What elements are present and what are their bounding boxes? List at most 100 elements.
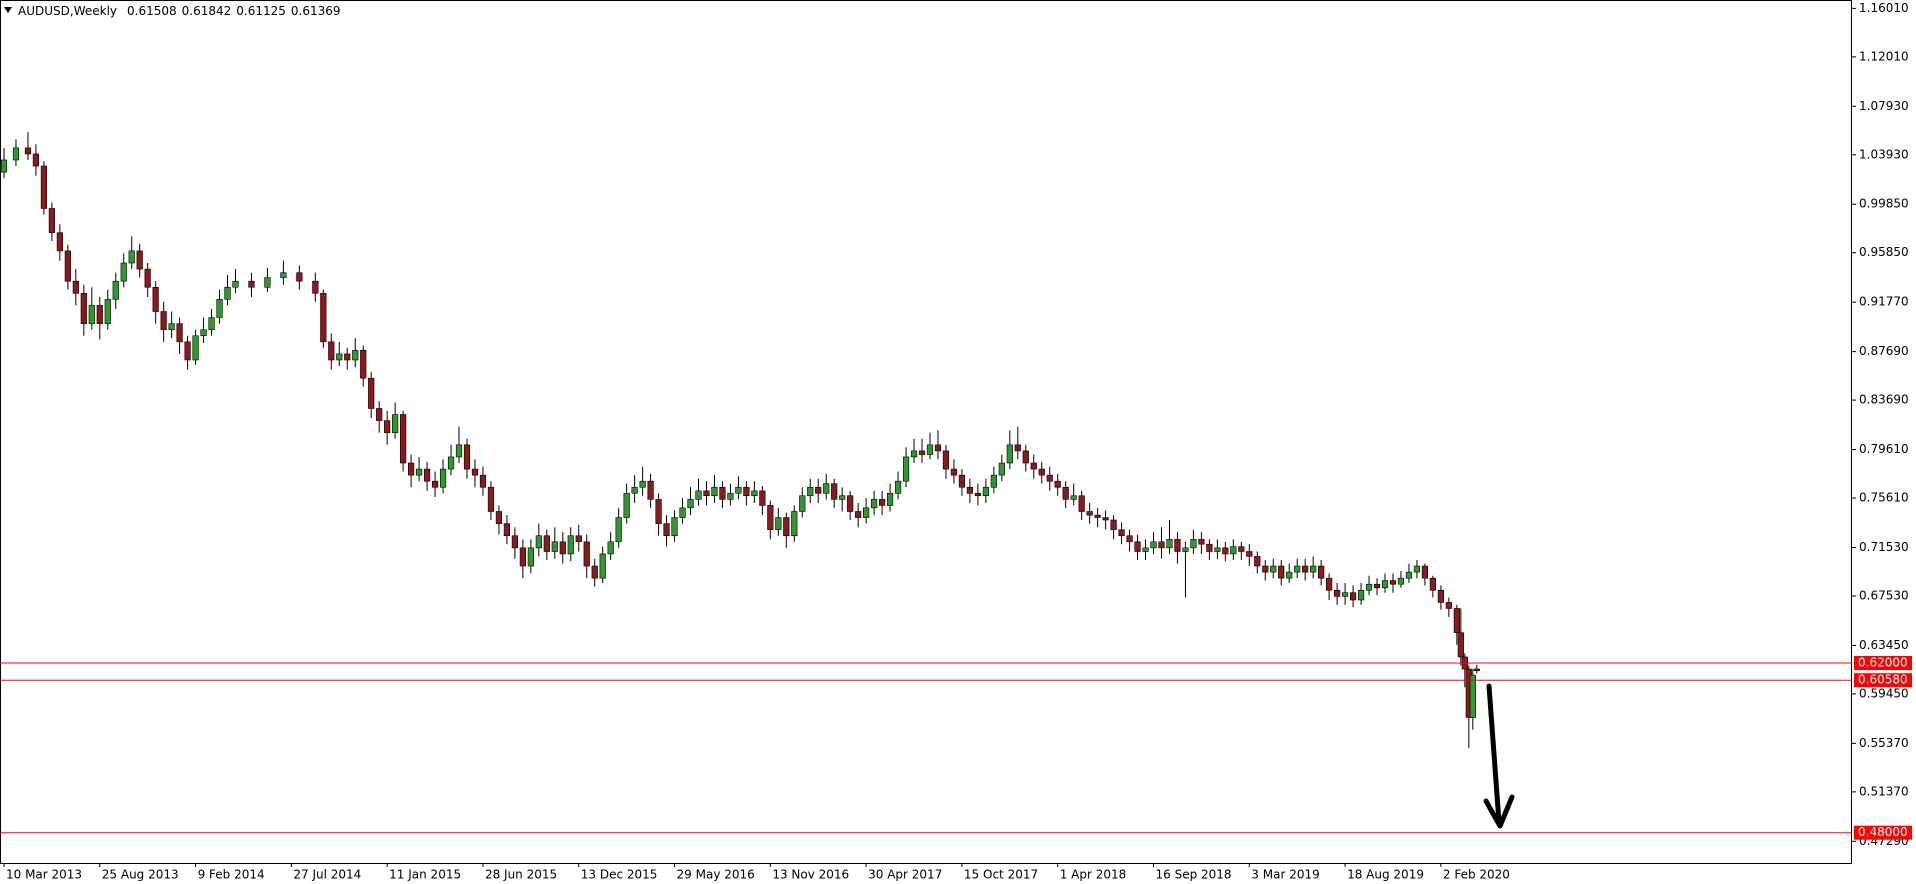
candle-body: [1429, 577, 1436, 591]
candle-body: [799, 495, 806, 512]
x-tick-label: 11 Jan 2015: [389, 868, 461, 882]
candle-body: [1030, 462, 1037, 470]
candle-body: [783, 517, 790, 537]
candle-body: [1230, 546, 1237, 555]
candle-body: [1286, 571, 1293, 579]
candle-body: [902, 456, 910, 482]
y-tick-label: 0.59450: [1859, 686, 1909, 700]
candle-body: [56, 232, 63, 252]
candle-body: [24, 147, 32, 155]
candle-body: [1302, 565, 1309, 573]
candle-body: [1349, 592, 1357, 601]
candle-body: [743, 486, 750, 497]
candle-body: [1070, 495, 1077, 500]
candle-body: [958, 474, 966, 488]
candle-body: [128, 250, 135, 264]
level-label: 0.48000: [1858, 825, 1908, 839]
candle-body: [495, 511, 503, 524]
candle-body: [328, 341, 335, 361]
candle-body: [1078, 495, 1085, 512]
candle-body: [376, 408, 383, 421]
candle-body: [447, 456, 455, 470]
candle-body: [1342, 592, 1349, 597]
candle-body: [1182, 547, 1189, 552]
candle-body: [1190, 539, 1197, 549]
candle-body: [535, 535, 542, 549]
candle-body: [0, 159, 8, 173]
candle-body: [423, 468, 431, 482]
candle-body: [751, 490, 758, 497]
candle-body: [336, 353, 343, 361]
header-open: 0.61508: [127, 4, 177, 18]
candle-body: [408, 462, 415, 476]
candle-body: [990, 474, 997, 488]
candle-body: [1270, 565, 1277, 573]
header-close: 0.61369: [291, 4, 341, 18]
chart-header: AUDUSD,Weekly 0.61508 0.61842 0.61125 0.6136…: [18, 4, 341, 18]
y-tick-label: 0.71530: [1859, 540, 1909, 554]
candle-body: [823, 483, 830, 494]
candle-body: [527, 547, 534, 567]
y-tick-label: 0.95850: [1859, 245, 1909, 259]
candle-body: [1437, 589, 1444, 603]
x-tick-label: 9 Feb 2014: [198, 868, 265, 882]
candle-body: [735, 486, 742, 494]
candle-body: [727, 493, 734, 500]
x-tick-label: 29 May 2016: [677, 868, 755, 882]
candle-body: [1118, 529, 1125, 537]
candle-body: [1214, 547, 1221, 552]
candle-body: [879, 499, 886, 506]
candle-body: [1222, 547, 1229, 555]
candle-body: [1294, 565, 1301, 573]
y-tick-label: 0.99850: [1859, 197, 1909, 211]
candle-body: [1006, 444, 1013, 464]
candle-body: [1158, 541, 1165, 549]
candle-body: [176, 323, 183, 343]
candle-body: [1469, 674, 1476, 718]
y-tick-label: 0.75610: [1859, 491, 1909, 505]
candle-body: [48, 208, 55, 234]
candle-body: [559, 541, 566, 555]
x-tick-label: 2 Feb 2020: [1443, 868, 1510, 882]
level-label-box: [1854, 825, 1912, 840]
candle-body: [855, 511, 862, 518]
candle-body: [88, 305, 95, 324]
x-tick-label: 27 Jul 2014: [293, 868, 361, 882]
candle-body: [1126, 535, 1133, 543]
candle-body: [80, 293, 87, 324]
candle-body: [639, 480, 646, 488]
candle-body: [1246, 551, 1253, 557]
candle-body: [384, 420, 391, 434]
candle-body: [1310, 565, 1317, 573]
candle-body: [1262, 565, 1269, 573]
candle-body: [368, 377, 375, 409]
candle-body: [1086, 511, 1093, 516]
candle-body: [567, 535, 574, 555]
candle-body: [966, 486, 973, 494]
candle-body: [934, 444, 942, 452]
plot-frame: [0, 0, 1852, 864]
candle-body: [392, 414, 399, 434]
symbol: AUDUSD,Weekly: [18, 4, 117, 18]
candle-body: [1445, 602, 1452, 609]
candle-body: [839, 495, 846, 500]
x-tick-label: 18 Aug 2019: [1347, 868, 1424, 882]
candle-body: [1357, 589, 1365, 601]
candle-body: [120, 262, 127, 282]
x-tick-label: 15 Oct 2017: [964, 868, 1038, 882]
candle-body: [104, 299, 111, 324]
candle-body: [360, 349, 367, 379]
y-tick-label: 0.51370: [1859, 784, 1909, 798]
candle-body: [352, 349, 359, 361]
candle-body: [847, 495, 854, 512]
candle-body: [463, 444, 471, 470]
candle-body: [791, 511, 798, 537]
candle-body: [224, 286, 231, 300]
candle-body: [1381, 580, 1389, 589]
candle-body: [1405, 571, 1413, 579]
candle-body: [1046, 474, 1053, 482]
candle-body: [1014, 444, 1021, 452]
candle-body: [679, 507, 686, 518]
candle-body: [1334, 589, 1341, 597]
